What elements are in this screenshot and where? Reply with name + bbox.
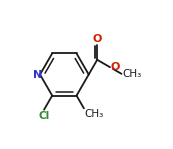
Text: Cl: Cl: [38, 111, 50, 121]
Text: O: O: [93, 34, 102, 44]
Text: CH₃: CH₃: [122, 69, 141, 79]
Text: N: N: [33, 69, 42, 80]
Text: O: O: [111, 62, 120, 72]
Text: CH₃: CH₃: [85, 109, 104, 119]
